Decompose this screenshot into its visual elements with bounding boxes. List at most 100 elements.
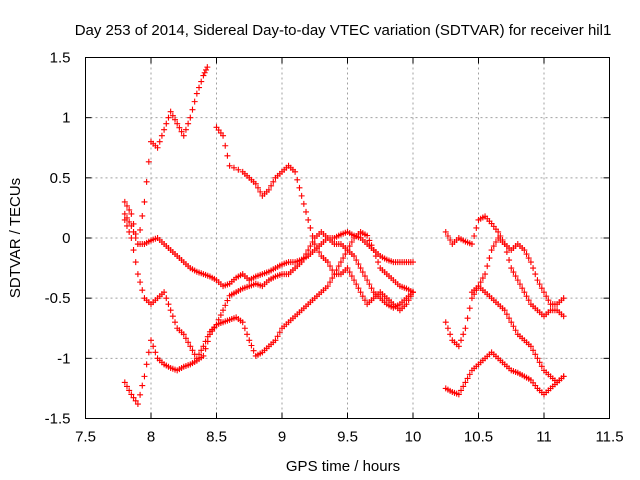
x-tick-label: 10.5 <box>464 429 493 446</box>
data-point <box>495 228 502 235</box>
data-point <box>143 361 150 368</box>
data-point <box>235 166 242 173</box>
data-point <box>123 202 130 209</box>
data-point <box>351 277 358 284</box>
data-point <box>486 255 493 262</box>
data-point <box>165 114 172 121</box>
data-point <box>180 331 187 338</box>
data-point <box>137 279 144 286</box>
data-point <box>361 273 368 280</box>
data-point <box>361 297 368 304</box>
data-point <box>128 235 135 241</box>
data-point <box>506 315 513 322</box>
data-point <box>510 323 517 330</box>
data-point <box>501 241 508 248</box>
data-point <box>298 259 305 266</box>
data-point <box>331 271 338 278</box>
data-point <box>403 301 410 308</box>
data-point <box>364 232 371 239</box>
data-point <box>534 355 541 362</box>
data-point <box>543 293 550 300</box>
data-point <box>134 401 141 408</box>
x-tick-label: 9.5 <box>337 429 358 446</box>
data-point <box>265 186 272 193</box>
data-point <box>541 289 547 296</box>
data-point <box>527 259 534 266</box>
data-point <box>560 373 567 380</box>
x-tick-label: 9 <box>278 429 286 446</box>
data-point <box>534 277 541 284</box>
data-point <box>536 359 543 366</box>
data-point <box>473 224 480 231</box>
data-point <box>519 285 526 292</box>
data-point <box>217 312 224 319</box>
data-point <box>303 208 310 215</box>
x-axis-ticks: 7.5 8 8.5 9 9.5 10 10.5 11 11.5 <box>75 57 624 446</box>
data-point <box>241 325 248 332</box>
data-point <box>123 383 130 390</box>
data-point <box>292 168 299 175</box>
data-point <box>482 271 489 278</box>
data-point <box>337 259 344 266</box>
data-point <box>530 347 537 354</box>
series-sat-a <box>121 64 211 248</box>
data-point <box>447 237 454 244</box>
data-point <box>359 269 366 276</box>
data-point <box>300 255 307 262</box>
data-point <box>141 373 148 380</box>
data-point <box>468 295 475 302</box>
data-point <box>246 337 253 344</box>
data-point <box>182 126 189 133</box>
data-point <box>196 84 203 91</box>
data-point <box>462 325 469 332</box>
data-point <box>167 307 174 314</box>
data-point <box>201 69 208 76</box>
data-point <box>525 297 532 304</box>
data-point <box>220 307 227 314</box>
data-point <box>187 343 194 350</box>
x-tick-label: 10 <box>405 429 422 446</box>
data-point <box>327 279 334 286</box>
data-point <box>198 347 205 354</box>
data-point <box>161 289 168 296</box>
data-point <box>316 249 323 256</box>
chart-title: Day 253 of 2014, Sidereal Day-to-day VTE… <box>75 22 612 39</box>
data-point <box>324 283 331 290</box>
data-point <box>178 128 185 135</box>
data-point <box>152 349 159 356</box>
data-point <box>375 259 382 266</box>
data-point <box>191 98 198 105</box>
x-tick-label: 11.5 <box>595 429 623 446</box>
data-point <box>230 164 237 171</box>
data-point <box>145 158 152 165</box>
y-tick-label: -0.5 <box>45 290 71 307</box>
data-point <box>202 345 209 352</box>
data-point <box>128 391 135 398</box>
data-point <box>156 138 163 145</box>
data-point <box>305 216 312 223</box>
data-point <box>479 275 486 282</box>
data-point <box>455 343 462 350</box>
data-point <box>257 188 264 195</box>
data-point <box>477 279 484 286</box>
data-point <box>506 257 513 264</box>
data-point <box>462 379 469 386</box>
data-point <box>226 162 233 169</box>
data-point <box>464 315 471 322</box>
data-point <box>176 124 183 131</box>
data-point <box>165 301 172 308</box>
data-point <box>364 277 371 284</box>
data-point <box>254 184 261 191</box>
data-point <box>189 347 196 354</box>
data-point <box>527 343 534 350</box>
data-point <box>185 339 192 346</box>
data-point <box>333 267 340 274</box>
data-point <box>300 200 307 207</box>
data-point <box>327 263 334 270</box>
data-point <box>200 72 207 79</box>
data-point <box>137 226 144 233</box>
data-point <box>272 337 279 344</box>
data-point <box>503 311 510 318</box>
data-point <box>353 257 360 264</box>
